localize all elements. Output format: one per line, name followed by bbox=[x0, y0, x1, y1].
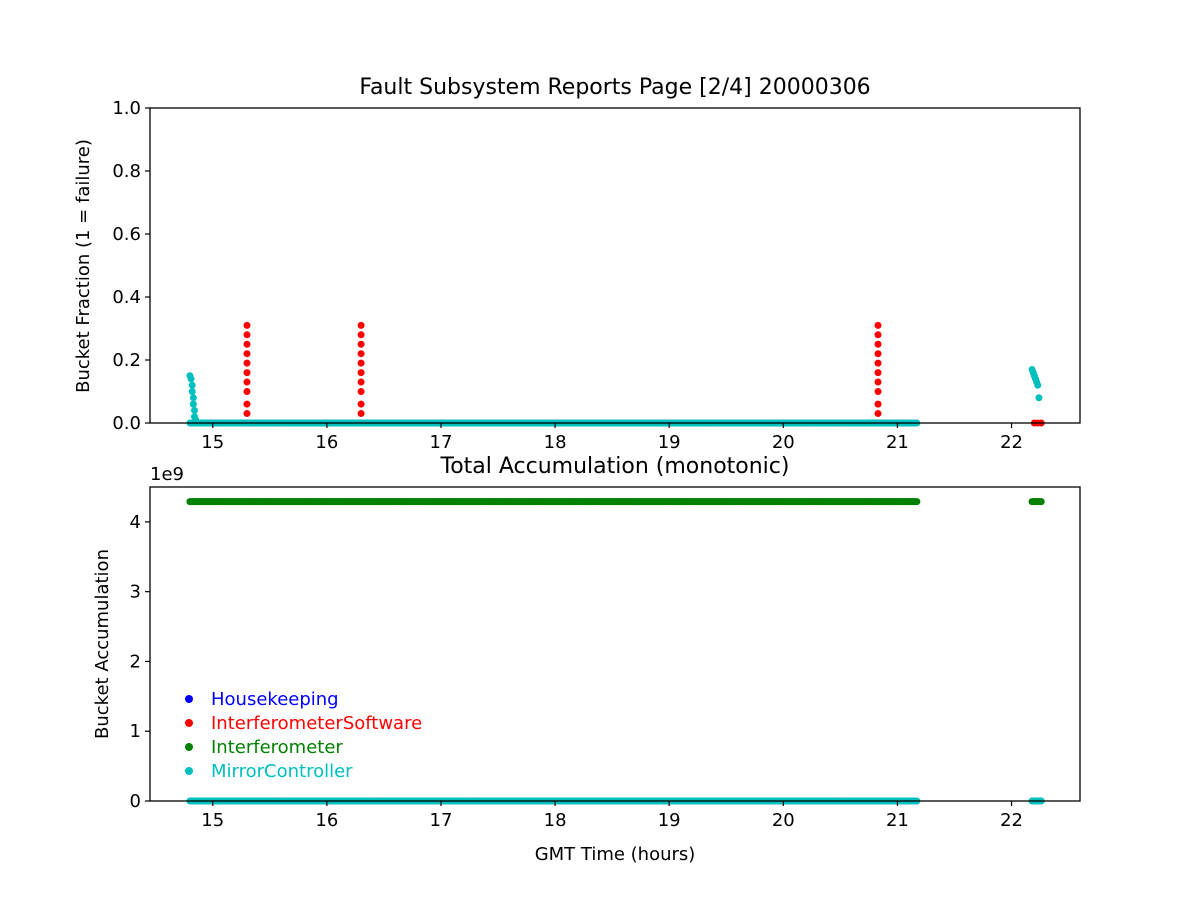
axis-ticks: 15 16 17 18 19 20 21 22 0 1 2 3 4 bbox=[130, 512, 1023, 831]
data-point-interferometersoftware bbox=[357, 321, 365, 329]
legend-label-mirrorcontroller: MirrorController bbox=[211, 761, 353, 782]
data-point-interferometersoftware bbox=[243, 321, 251, 329]
x-tick-label: 22 bbox=[1000, 432, 1023, 453]
legend-label-interferometersoftware: InterferometerSoftware bbox=[211, 713, 422, 734]
x-tick-label: 22 bbox=[1000, 810, 1023, 831]
legend-marker-housekeeping bbox=[185, 695, 193, 703]
x-tick-label: 20 bbox=[772, 432, 795, 453]
data-point-interferometersoftware bbox=[357, 378, 365, 386]
plot-frame bbox=[149, 486, 1081, 802]
data-point-interferometer bbox=[913, 498, 921, 506]
x-tick-label: 17 bbox=[430, 432, 453, 453]
data-point-interferometersoftware bbox=[243, 331, 251, 339]
legend-label-interferometer: Interferometer bbox=[211, 737, 343, 758]
y-tick-label: 0.4 bbox=[112, 287, 141, 308]
data-point-interferometersoftware bbox=[874, 331, 882, 339]
data-point-mirrorcontroller bbox=[1034, 381, 1042, 389]
data-point-interferometersoftware bbox=[874, 350, 882, 358]
x-tick-label: 17 bbox=[430, 810, 453, 831]
data-point-mirrorcontroller bbox=[1035, 394, 1043, 402]
x-tick-label: 18 bbox=[544, 810, 567, 831]
data-point-interferometersoftware bbox=[874, 369, 882, 377]
data-point-interferometersoftware bbox=[357, 388, 365, 395]
chart-title: Total Accumulation (monotonic) bbox=[440, 454, 790, 479]
y-tick-label: 3 bbox=[130, 582, 141, 603]
data-point-interferometersoftware bbox=[874, 400, 882, 408]
data-point-interferometersoftware bbox=[243, 369, 251, 377]
x-tick-label: 19 bbox=[658, 810, 681, 831]
x-tick-label: 21 bbox=[886, 810, 909, 831]
data-point-interferometer bbox=[1037, 498, 1045, 506]
data-point-mirrorcontroller bbox=[187, 375, 195, 383]
data-point-interferometersoftware bbox=[243, 388, 251, 395]
data-point-interferometersoftware bbox=[357, 400, 365, 408]
y-tick-label: 1 bbox=[130, 721, 141, 742]
data-point-mirrorcontroller bbox=[192, 416, 200, 424]
data-point-interferometersoftware bbox=[357, 340, 365, 348]
y-axis-label: Bucket Accumulation bbox=[92, 549, 113, 739]
x-tick-label: 16 bbox=[315, 810, 338, 831]
data-point-mirrorcontroller bbox=[189, 394, 197, 402]
y-tick-label: 4 bbox=[130, 512, 141, 533]
data-point-interferometersoftware bbox=[243, 340, 251, 348]
y-axis-label: Bucket Fraction (1 = failure) bbox=[73, 139, 94, 393]
legend-marker-interferometersoftware bbox=[185, 719, 193, 727]
accumulation-panel: Total Accumulation (monotonic) 1e9 Bucke… bbox=[92, 454, 1081, 865]
y-tick-label: 0.6 bbox=[112, 224, 141, 245]
x-tick-label: 21 bbox=[886, 432, 909, 453]
y-tick-label: 0.8 bbox=[112, 161, 141, 182]
data-point-mirrorcontroller bbox=[188, 388, 196, 395]
data-point-interferometersoftware bbox=[357, 350, 365, 358]
plot-marks bbox=[186, 498, 1045, 805]
legend-marker-mirrorcontroller bbox=[185, 767, 193, 775]
data-point-interferometersoftware bbox=[357, 369, 365, 377]
fault-fraction-panel: Fault Subsystem Reports Page [2/4] 20000… bbox=[73, 75, 1081, 453]
axis-ticks: 15 16 17 18 19 20 21 22 0.0 0.2 0.4 0.6 0.8 1.0 bbox=[112, 98, 1023, 453]
data-point-interferometersoftware bbox=[357, 410, 365, 418]
legend: Housekeeping InterferometerSoftware Interf… bbox=[185, 689, 422, 782]
y-tick-label: 2 bbox=[130, 651, 141, 672]
axis-offset-label: 1e9 bbox=[150, 464, 184, 485]
data-point-interferometersoftware bbox=[874, 340, 882, 348]
data-point-interferometersoftware bbox=[874, 410, 882, 418]
x-tick-label: 16 bbox=[315, 432, 338, 453]
data-point-interferometersoftware bbox=[243, 359, 251, 367]
data-point-interferometersoftware bbox=[243, 400, 251, 408]
legend-marker-interferometer bbox=[185, 743, 193, 751]
x-tick-label: 15 bbox=[201, 810, 224, 831]
data-point-interferometersoftware bbox=[874, 388, 882, 395]
x-tick-label: 15 bbox=[201, 432, 224, 453]
data-point-interferometersoftware bbox=[243, 350, 251, 358]
legend-label-housekeeping: Housekeeping bbox=[211, 689, 339, 710]
y-tick-label: 0.0 bbox=[112, 413, 141, 434]
x-axis-label: GMT Time (hours) bbox=[535, 844, 696, 865]
data-point-mirrorcontroller bbox=[189, 400, 197, 408]
x-tick-label: 18 bbox=[544, 432, 567, 453]
y-tick-label: 0 bbox=[130, 791, 141, 812]
data-point-interferometersoftware bbox=[357, 359, 365, 367]
data-point-interferometersoftware bbox=[874, 321, 882, 329]
data-point-interferometersoftware bbox=[357, 331, 365, 339]
data-point-interferometersoftware bbox=[243, 378, 251, 386]
chart-title: Fault Subsystem Reports Page [2/4] 20000… bbox=[359, 75, 870, 100]
data-point-mirrorcontroller bbox=[188, 381, 196, 389]
data-point-interferometersoftware bbox=[874, 378, 882, 386]
y-tick-label: 1.0 bbox=[112, 98, 141, 119]
x-tick-label: 19 bbox=[658, 432, 681, 453]
data-point-interferometersoftware bbox=[874, 359, 882, 367]
plot-frame bbox=[149, 107, 1081, 424]
y-tick-label: 0.2 bbox=[112, 350, 141, 371]
x-tick-label: 20 bbox=[772, 810, 795, 831]
data-point-interferometersoftware bbox=[243, 410, 251, 418]
data-point-mirrorcontroller bbox=[191, 406, 198, 414]
